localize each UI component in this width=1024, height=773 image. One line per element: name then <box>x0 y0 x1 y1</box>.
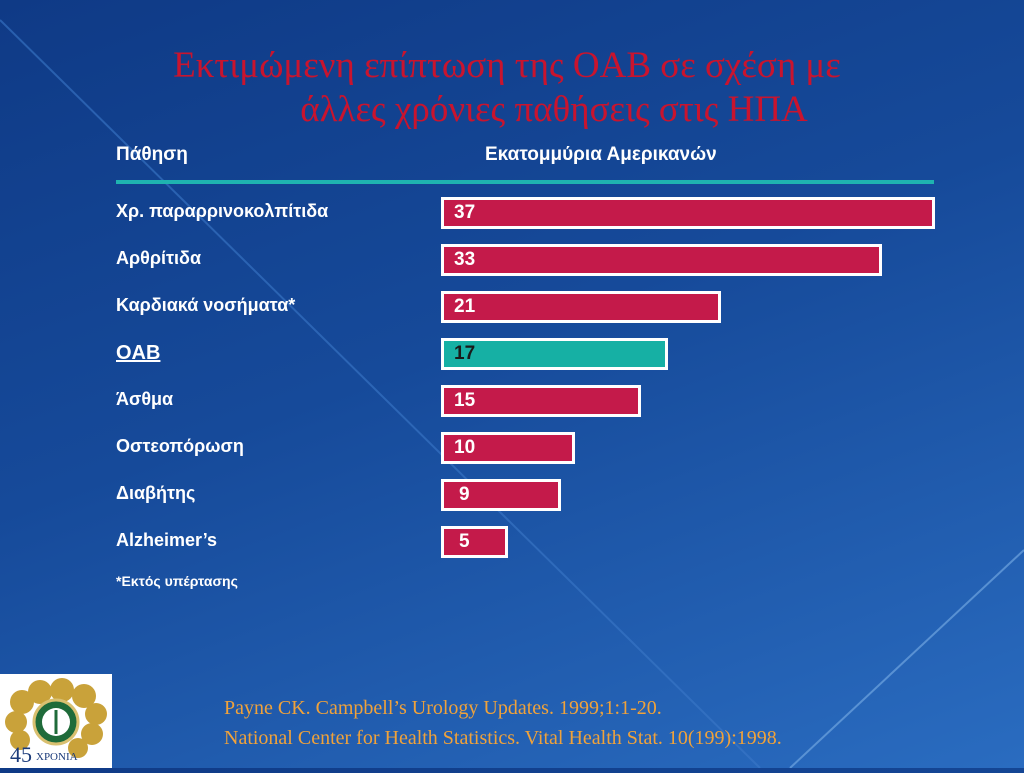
bar <box>441 244 882 276</box>
category-label: Καρδιακά νοσήματα* <box>116 295 296 315</box>
bar-value-label: 9 <box>459 484 470 505</box>
bar <box>441 432 575 464</box>
column-header-millions: Εκατομμύρια Αμερικανών <box>485 144 717 165</box>
bar <box>441 197 935 229</box>
bar <box>441 291 721 323</box>
bar-value-label: 33 <box>454 249 476 270</box>
bar-value-label: 37 <box>454 202 476 223</box>
logo-number: 45 <box>10 742 32 767</box>
slide-title-line-2: άλλες χρόνιες παθήσεις στις ΗΠΑ <box>300 89 808 130</box>
bar <box>441 479 561 511</box>
citation-line-2: National Center for Health Statistics. V… <box>224 727 782 749</box>
category-label: OAB <box>116 342 161 364</box>
category-label: Άσθμα <box>116 389 174 409</box>
bar-value-label: 5 <box>459 531 470 552</box>
bar-value-label: 17 <box>454 343 476 364</box>
bar-value-label: 15 <box>454 390 476 411</box>
logo: 45 ΧΡΟΝΙΑ <box>0 674 112 768</box>
header-rule <box>116 180 934 184</box>
logo-caption: ΧΡΟΝΙΑ <box>36 751 78 763</box>
footnote: *Εκτός υπέρτασης <box>116 573 238 589</box>
slide-title: Εκτιμώμενη επίπτωση της OAB σε σχέση με … <box>0 44 1024 132</box>
logo-emblem-icon: 45 ΧΡΟΝΙΑ <box>5 678 107 767</box>
slide-title-line-1: Εκτιμώμενη επίπτωση της OAB σε σχέση με <box>173 45 841 86</box>
bar <box>441 526 508 558</box>
bar-value-label: 10 <box>454 437 476 458</box>
category-label: Alzheimer’s <box>116 530 218 550</box>
category-label: Χρ. παραρρινοκολπίτιδα <box>116 201 329 221</box>
column-header-condition: Πάθηση <box>116 144 188 165</box>
bar <box>441 338 668 370</box>
category-label: Οστεοπόρωση <box>116 436 244 456</box>
bar <box>441 385 641 417</box>
category-label: Διαβήτης <box>116 483 196 503</box>
citation-line-1: Payne CK. Campbell’s Urology Updates. 19… <box>224 697 662 719</box>
bar-value-label: 21 <box>454 296 476 317</box>
category-label: Αρθρίτιδα <box>116 248 202 268</box>
